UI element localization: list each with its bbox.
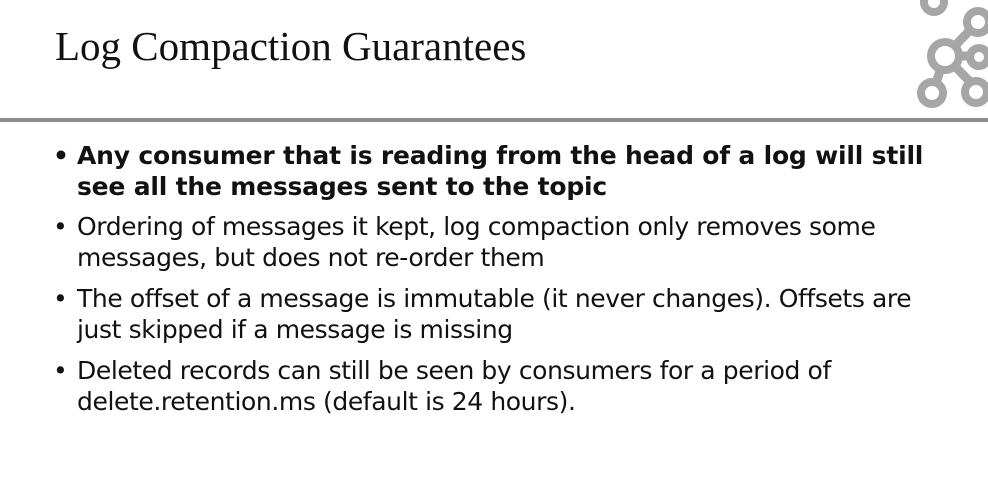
title-divider: [0, 118, 988, 122]
bullet-dot: •: [53, 356, 68, 385]
bullet-text: Deleted records can still be seen by con…: [77, 356, 831, 416]
bullet-item: • Any consumer that is reading from the …: [53, 140, 958, 202]
bullet-text: Any consumer that is reading from the he…: [77, 141, 924, 201]
bullet-dot: •: [53, 141, 69, 170]
bullet-list: • Any consumer that is reading from the …: [53, 140, 958, 427]
bullet-dot: •: [53, 284, 68, 313]
bullet-item: • Ordering of messages it kept, log comp…: [53, 211, 958, 273]
kafka-logo-icon: [917, 0, 988, 108]
bullet-text: The offset of a message is immutable (it…: [77, 284, 912, 344]
bullet-dot: •: [53, 212, 68, 241]
bullet-item: • Deleted records can still be seen by c…: [53, 355, 958, 417]
slide-title: Log Compaction Guarantees: [55, 23, 527, 69]
bullet-item: • The offset of a message is immutable (…: [53, 283, 958, 345]
bullet-text: Ordering of messages it kept, log compac…: [77, 212, 876, 272]
